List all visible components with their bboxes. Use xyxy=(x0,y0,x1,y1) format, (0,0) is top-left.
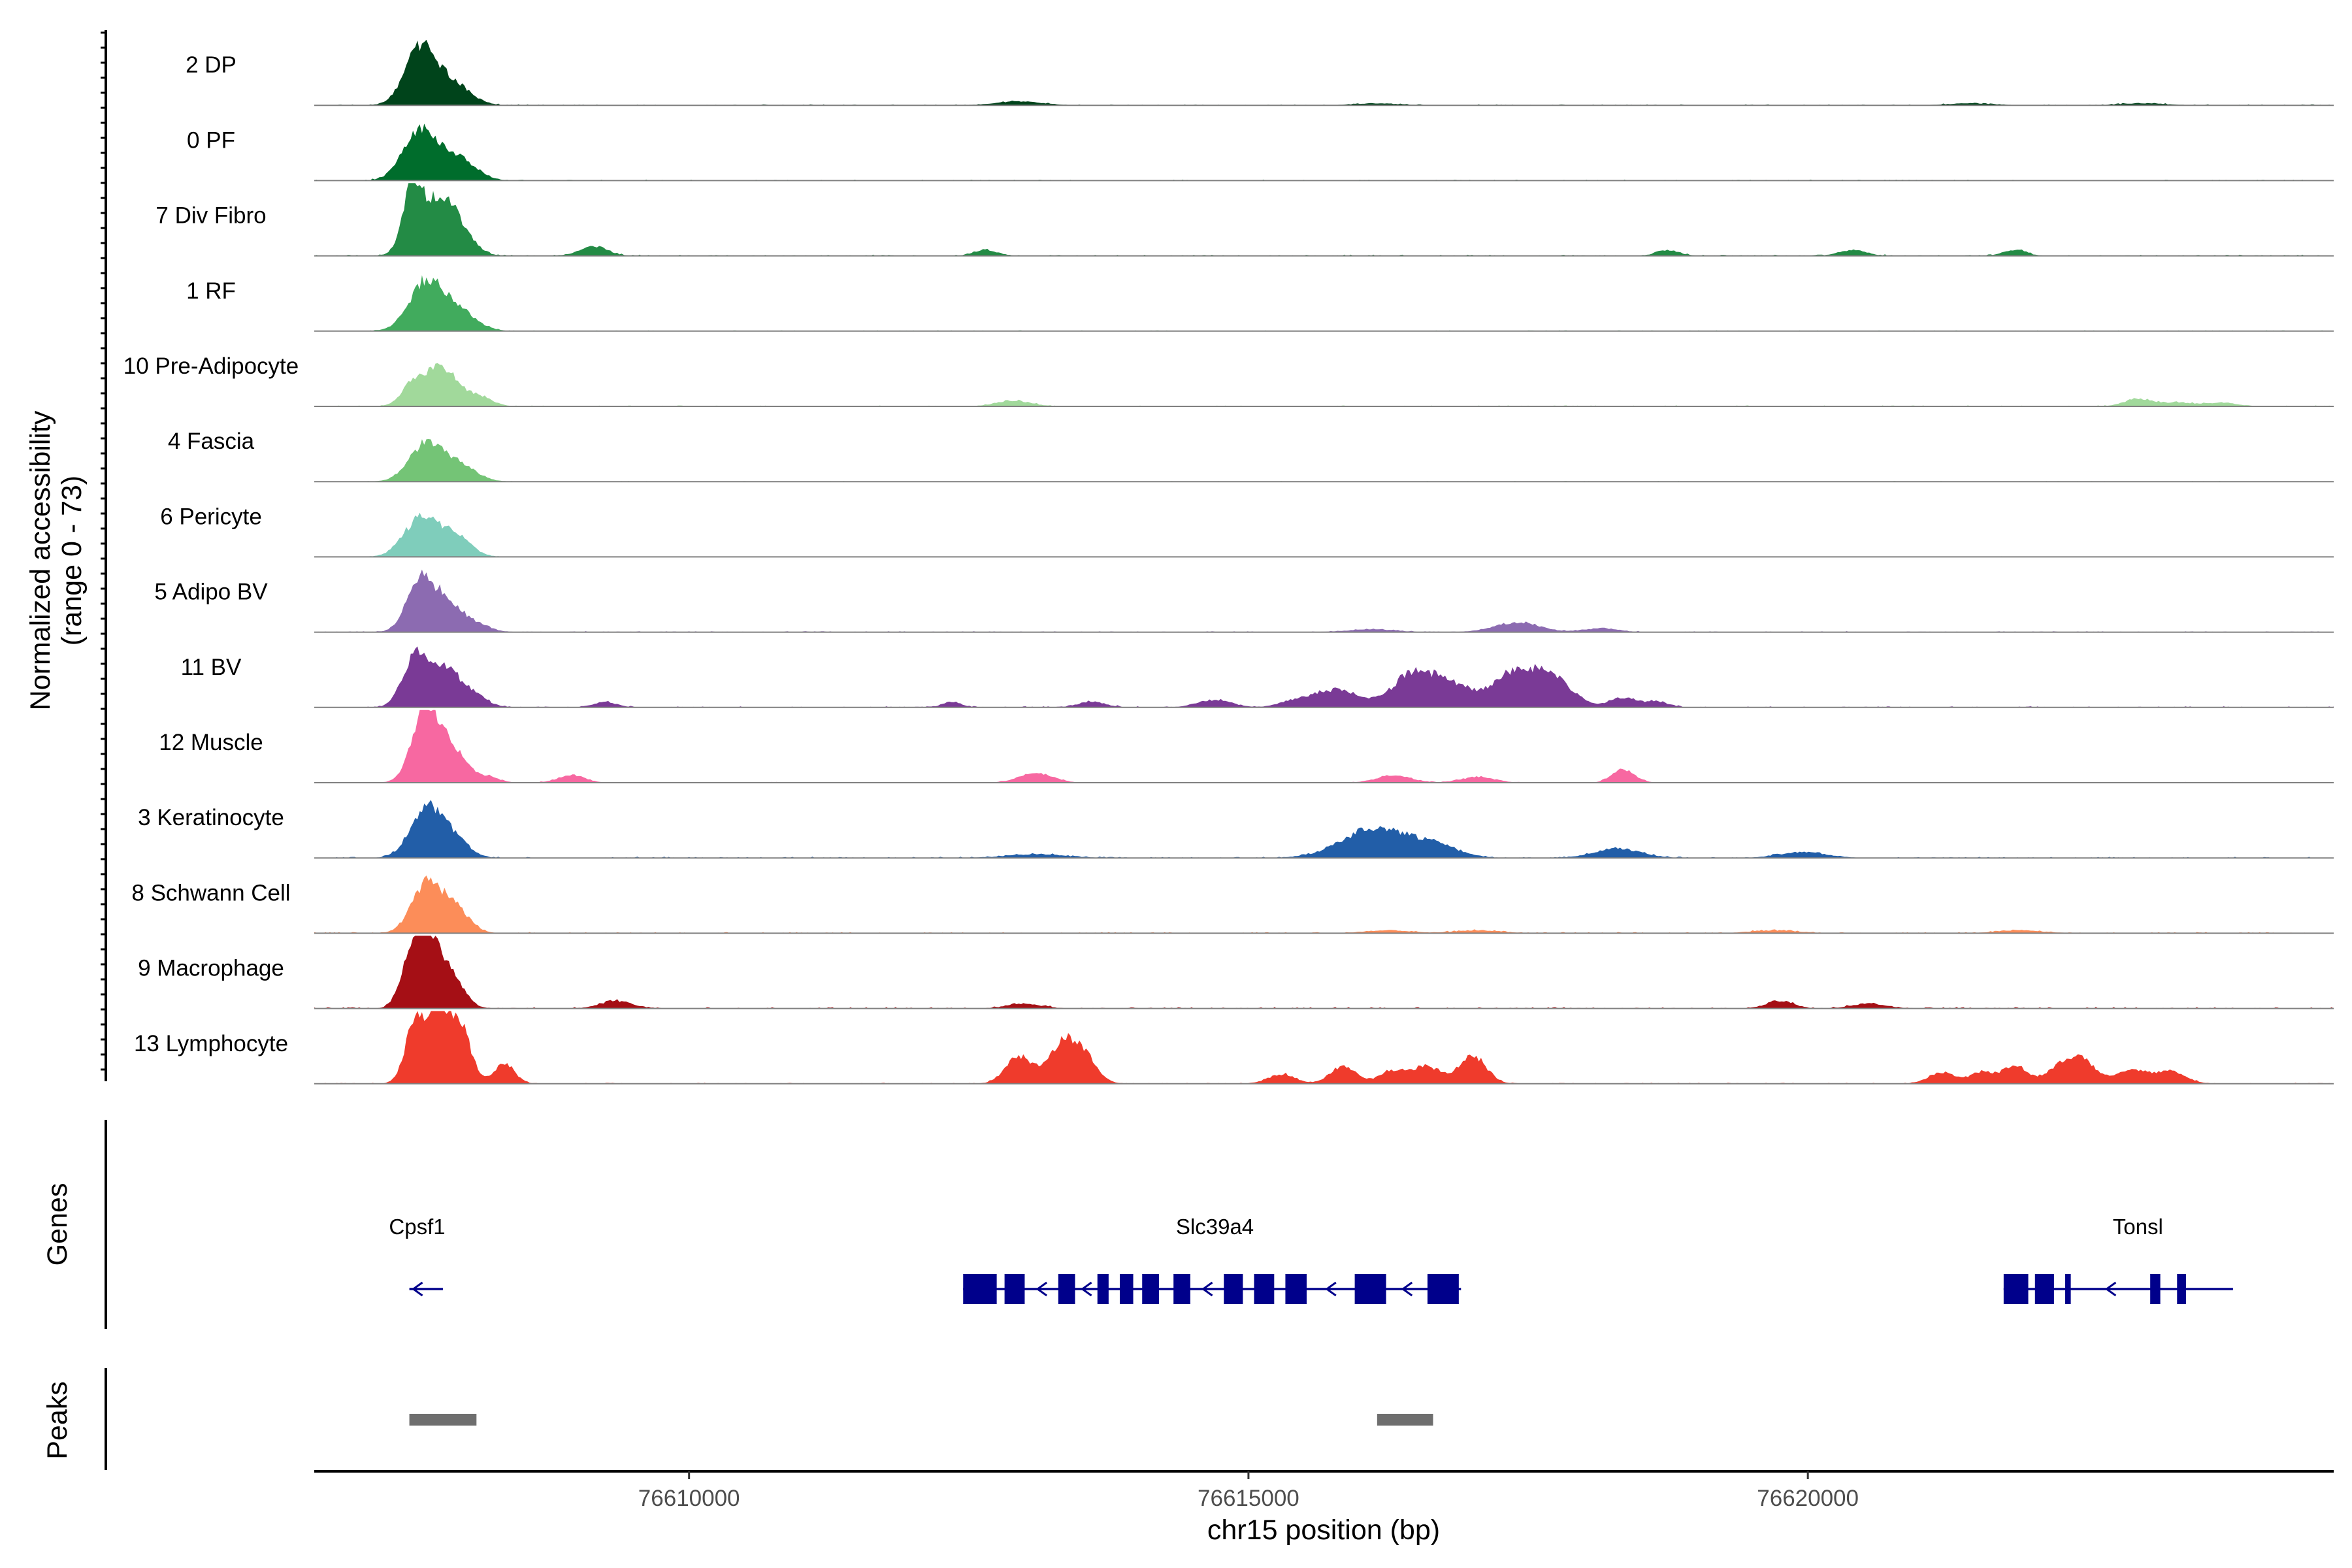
peaks-track-label: Peaks xyxy=(42,1381,73,1460)
track-label-1-rf: 1 RF xyxy=(186,278,236,304)
track-label-6-pericyte: 6 Pericyte xyxy=(160,504,262,529)
x-tick-label: 76615000 xyxy=(1198,1486,1299,1511)
gene-exon xyxy=(1173,1274,1190,1304)
track-label-4-fascia: 4 Fascia xyxy=(168,429,255,454)
gene-exon xyxy=(1058,1274,1075,1304)
peak-region xyxy=(409,1414,477,1426)
strand-arrow xyxy=(411,1281,423,1297)
y-axis-title-line1: Normalized accessibility xyxy=(25,410,56,710)
gene-exon xyxy=(2150,1274,2161,1304)
track-label-3-keratinocyte: 3 Keratinocyte xyxy=(138,805,284,830)
track-label-13-lymphocyte: 13 Lymphocyte xyxy=(134,1031,288,1056)
gene-exon xyxy=(2177,1274,2186,1304)
gene-exon xyxy=(2065,1274,2071,1304)
gene-label-tonsl: Tonsl xyxy=(2113,1215,2163,1239)
strand-arrow xyxy=(2104,1281,2117,1297)
track-5-adipo-bv: 5 Adipo BV xyxy=(154,569,2334,633)
track-label-2-dp: 2 DP xyxy=(186,52,237,78)
track-12-muscle: 12 Muscle xyxy=(159,710,2334,783)
gene-exon xyxy=(1004,1274,1025,1304)
gene-exon xyxy=(1119,1274,1134,1304)
x-tick-label: 76620000 xyxy=(1757,1486,1859,1511)
coverage-axis-ticks xyxy=(101,31,106,1071)
genes-track: Cpsf1 Slc39a4 Tonsl xyxy=(389,1215,2233,1304)
coverage-area-13-lymphocyte xyxy=(314,1011,2334,1084)
track-10-pre-adipocyte: 10 Pre-Adipocyte xyxy=(123,353,2334,407)
gene-exon xyxy=(1254,1274,1275,1304)
track-2-dp: 2 DP xyxy=(186,39,2334,106)
track-label-11-bv: 11 BV xyxy=(181,655,242,680)
x-axis-title: chr15 position (bp) xyxy=(1207,1514,1440,1546)
gene-exon xyxy=(2034,1274,2054,1304)
track-1-rf: 1 RF xyxy=(186,275,2334,332)
track-4-fascia: 4 Fascia xyxy=(168,429,2334,483)
genes-track-label: Genes xyxy=(42,1183,73,1266)
track-11-bv: 11 BV xyxy=(181,646,2334,708)
strand-arrow xyxy=(1401,1281,1413,1297)
track-label-10-pre-adipocyte: 10 Pre-Adipocyte xyxy=(123,353,299,379)
gene-exon xyxy=(963,1274,997,1304)
gene-cpsf1: Cpsf1 xyxy=(389,1215,446,1297)
track-8-schwann-cell: 8 Schwann Cell xyxy=(131,875,2334,934)
strand-arrow xyxy=(1081,1281,1092,1297)
track-6-pericyte: 6 Pericyte xyxy=(160,504,2334,558)
x-axis-ticks: 76610000 76615000 76620000 xyxy=(638,1471,1859,1511)
gene-exon xyxy=(1427,1274,1459,1304)
strand-arrow xyxy=(1325,1281,1337,1297)
track-label-8-schwann-cell: 8 Schwann Cell xyxy=(131,880,290,906)
x-tick-label: 76610000 xyxy=(638,1486,740,1511)
peak-region xyxy=(1377,1414,1433,1426)
track-label-5-adipo-bv: 5 Adipo BV xyxy=(154,580,268,605)
track-3-keratinocyte: 3 Keratinocyte xyxy=(138,800,2334,859)
track-label-9-macrophage: 9 Macrophage xyxy=(138,956,284,981)
gene-exon xyxy=(1285,1274,1307,1304)
peaks-track xyxy=(409,1414,1433,1426)
y-axis-title-line2: (range 0 - 73) xyxy=(56,476,88,646)
gene-exon xyxy=(1097,1274,1109,1304)
track-label-7-div-fibro: 7 Div Fibro xyxy=(155,203,266,229)
track-label-12-muscle: 12 Muscle xyxy=(159,730,263,755)
gene-label-cpsf1: Cpsf1 xyxy=(389,1215,445,1239)
strand-arrow xyxy=(1201,1281,1213,1297)
track-7-div-fibro: 7 Div Fibro xyxy=(155,183,2334,257)
coverage-area-11-bv xyxy=(314,646,2334,708)
strand-arrow xyxy=(1036,1281,1047,1297)
gene-tonsl: Tonsl xyxy=(2003,1215,2233,1304)
gene-exon xyxy=(1354,1274,1386,1304)
track-label-0-pf: 0 PF xyxy=(187,127,235,153)
gene-exon xyxy=(1224,1274,1243,1304)
gene-exon xyxy=(1142,1274,1159,1304)
track-9-macrophage: 9 Macrophage xyxy=(138,936,2334,1009)
gene-exon xyxy=(2003,1274,2029,1304)
track-0-pf: 0 PF xyxy=(187,123,2334,182)
coverage-area-10-pre-adipocyte xyxy=(314,363,2334,406)
track-13-lymphocyte: 13 Lymphocyte xyxy=(134,1011,2334,1085)
coverage-tracks: 2 DP 0 PF 7 Div Fibro 1 RF 10 Pre-Adipocyte 4… xyxy=(123,39,2334,1085)
gene-slc39a4: Slc39a4 xyxy=(963,1215,1462,1304)
gene-label-slc39a4: Slc39a4 xyxy=(1176,1215,1254,1239)
